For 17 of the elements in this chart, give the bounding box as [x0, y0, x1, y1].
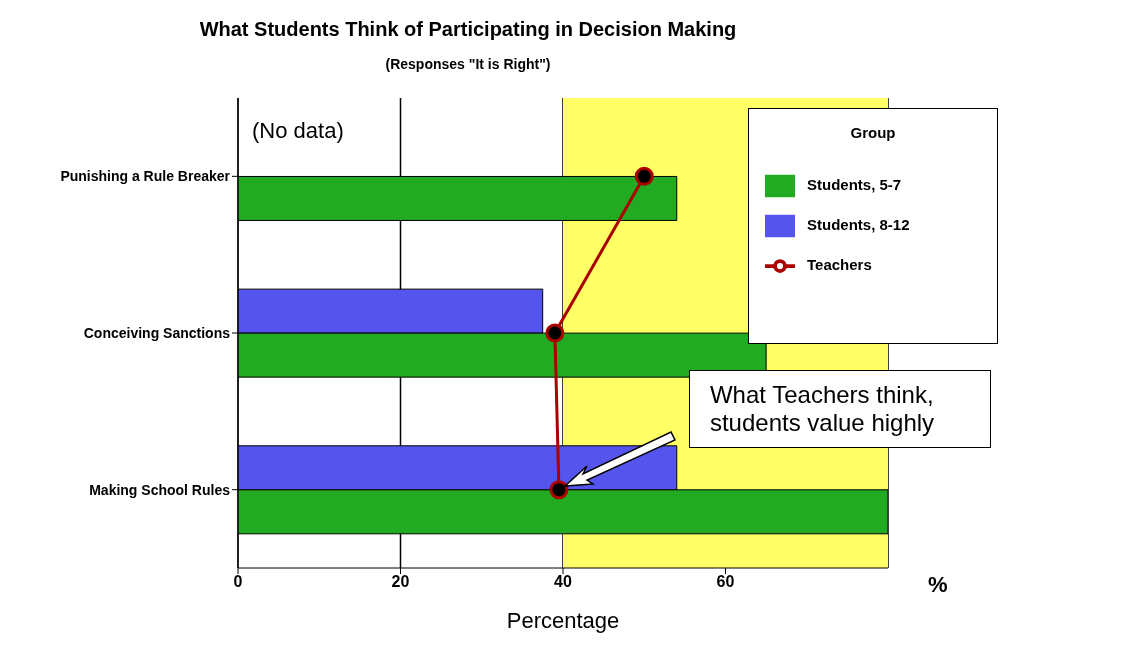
x-tick-label: 0: [233, 573, 243, 591]
x-tick-label: 60: [716, 573, 735, 591]
x-tick-label: 40: [554, 573, 572, 591]
text: %: [928, 572, 948, 598]
y-tick-label: Punishing a Rule Breaker: [60, 168, 231, 185]
legend-label: Students, 5-7: [807, 176, 902, 193]
y-tick-label: Making School Rules: [89, 481, 231, 498]
x-axis-title: Percentage: [506, 608, 620, 633]
legend-title: Group: [849, 124, 897, 141]
chart-title: What Students Think of Participating in Decision Making: [198, 18, 738, 41]
y-tick-label: Conceiving Sanctions: [83, 324, 231, 341]
legend-label: Students, 8-12: [807, 216, 910, 233]
callout-box: What Teachers think, students value highly: [688, 369, 991, 448]
legend-label: Teachers: [807, 256, 872, 273]
annotation: (No data): [252, 118, 344, 144]
chart-subtitle: (Responses "It is Right"): [384, 56, 552, 72]
x-tick-label: 20: [391, 573, 410, 591]
